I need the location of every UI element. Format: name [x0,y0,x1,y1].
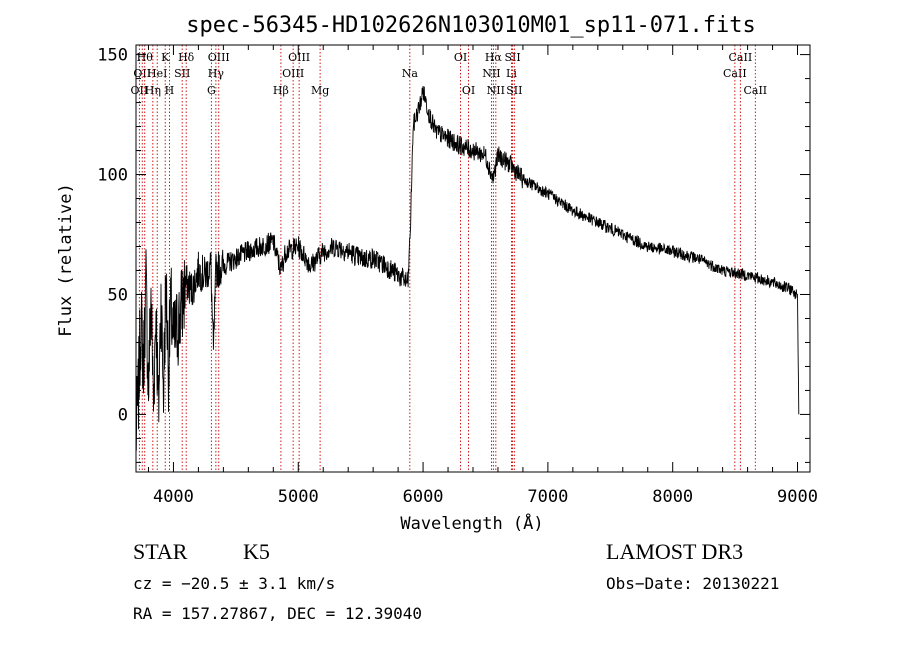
line-label: SII [174,67,190,80]
line-label: Hη [145,84,161,97]
object-class: STAR [133,539,188,564]
line-label: Hδ [178,51,195,64]
line-label: CaII [723,67,747,80]
line-label: OI [462,84,475,97]
line-label: Na [402,67,419,80]
line-label: OIII [288,51,310,64]
x-tick-label: 8000 [652,487,693,507]
x-tick-label: 7000 [527,487,568,507]
line-label: Mg [311,84,329,97]
chart-title: spec-56345-HD102626N103010M01_sp11-071.f… [186,13,756,38]
x-axis-label: Wavelength (Å) [400,512,543,534]
line-label: H [165,84,175,97]
line-label: HeI [147,67,167,80]
line-label: Hγ [208,67,225,80]
y-tick-label: 0 [118,405,128,425]
x-tick-label: 6000 [403,487,444,507]
line-label: OI [454,51,467,64]
line-label: SII [506,84,522,97]
object-subclass: K5 [243,539,270,564]
footer-info: STAR K5 LAMOST DR3 cz = −20.5 ± 3.1 km/s… [133,539,779,623]
y-tick-label: 50 [108,285,128,305]
line-label: Hθ [137,51,154,64]
redshift-velocity: cz = −20.5 ± 3.1 km/s [133,574,335,593]
line-label: K [161,51,170,64]
coordinates: RA = 157.27867, DEC = 12.39040 [133,604,422,623]
line-label: OII [133,67,151,80]
data-release: LAMOST DR3 [606,539,743,564]
line-label: Hα [485,51,503,64]
line-label: NII [482,67,500,80]
y-axis-label: Flux (relative) [56,183,76,337]
y-tick-label: 100 [97,166,128,186]
line-label: SII [504,51,520,64]
y-tick-label: 150 [97,46,128,66]
line-label: OII [131,84,149,97]
line-label: OIII [208,51,230,64]
x-tick-label: 4000 [153,487,194,507]
spectrum-line [136,85,800,451]
line-label: Hβ [273,84,289,97]
line-label: CaII [729,51,753,64]
plot-area: OII OII Hθ Hη HeI K H SII Hδ G Hγ OIII Hβ OIII OIII Mg N… [97,44,818,507]
line-label: OIII [282,67,304,80]
line-label: Li [506,67,517,80]
x-tick-label: 9000 [777,487,818,507]
observation-date: Obs−Date: 20130221 [606,574,779,593]
x-tick-label: 5000 [278,487,319,507]
line-label: G [207,84,216,97]
line-label: CaII [743,84,767,97]
line-label: NII [487,84,505,97]
